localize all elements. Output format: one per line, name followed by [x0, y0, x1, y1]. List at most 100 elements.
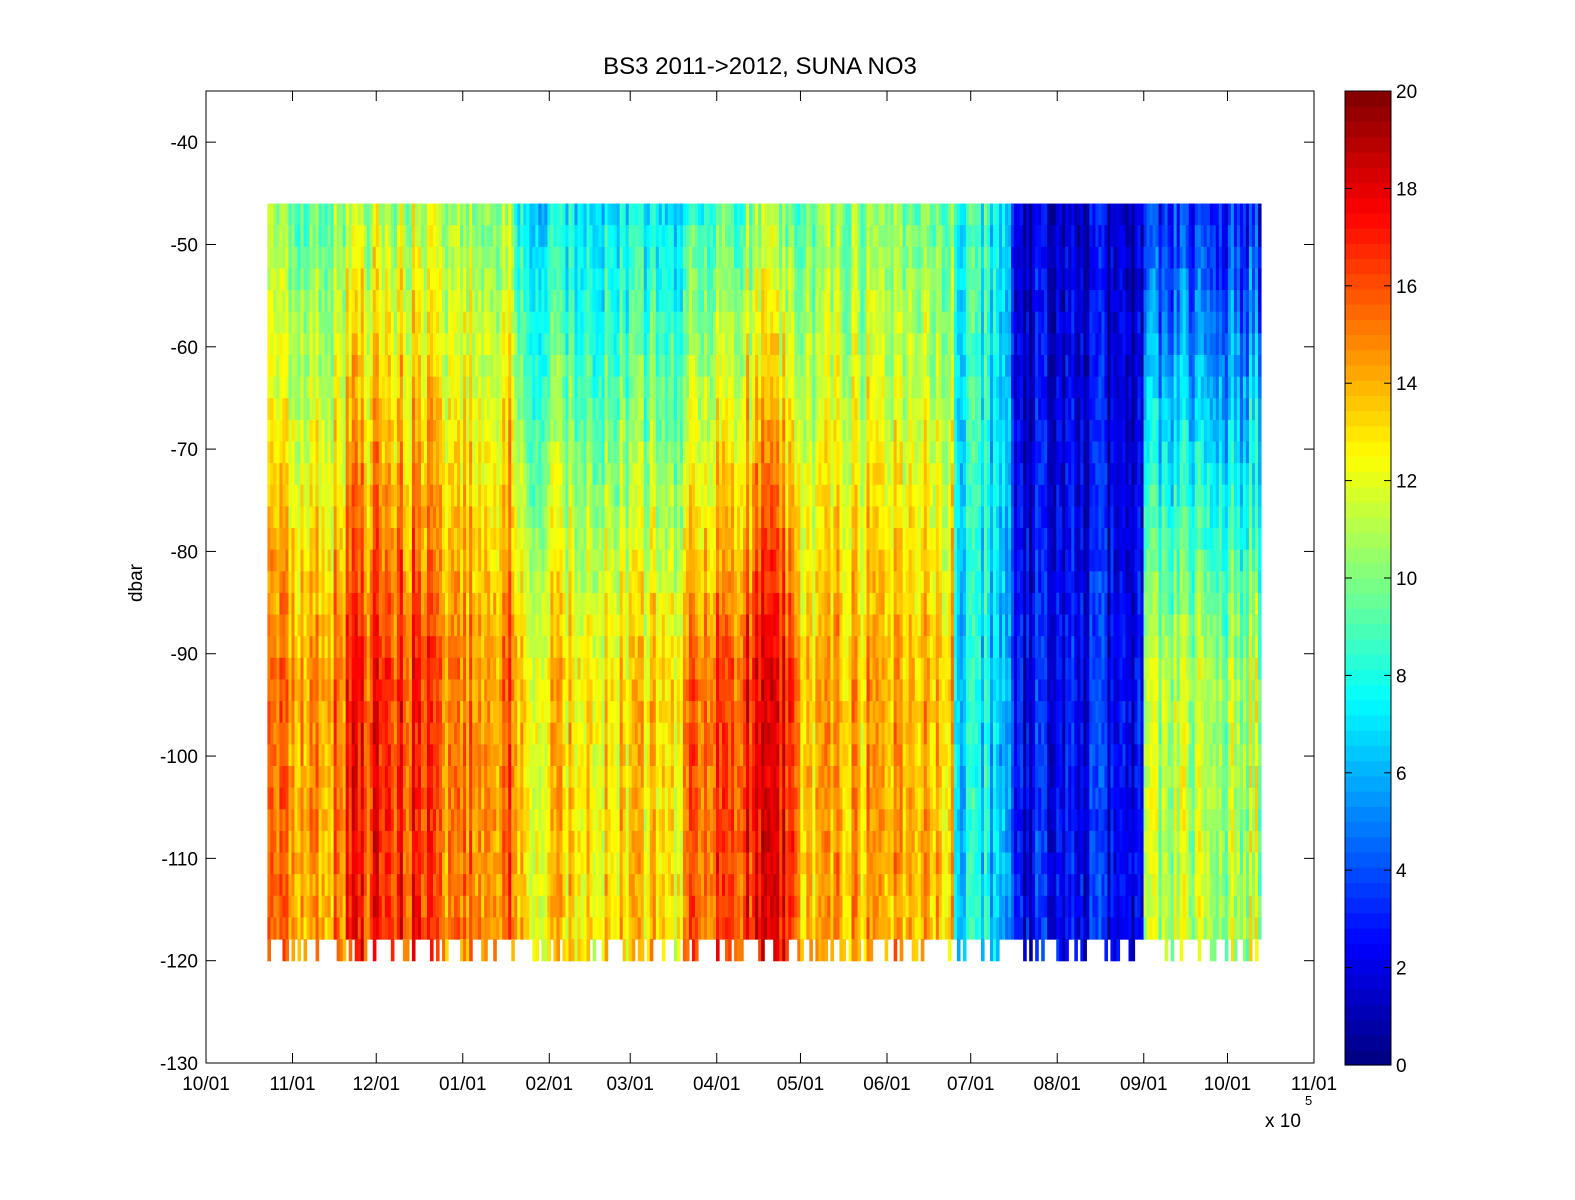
heatmap-cell: [610, 874, 615, 897]
heatmap-cell: [282, 722, 287, 745]
heatmap-cell: [267, 376, 272, 399]
heatmap-cell: [607, 203, 612, 226]
heatmap-cell: [369, 722, 374, 745]
heatmap-cell: [544, 895, 549, 919]
heatmap-cell: [493, 528, 497, 551]
heatmap-cell: [541, 571, 545, 594]
heatmap-cell: [454, 657, 458, 681]
heatmap-cell: [330, 787, 335, 810]
heatmap-cell: [631, 679, 636, 702]
heatmap-cell: [565, 895, 570, 919]
heatmap-cell: [640, 765, 645, 789]
heatmap-cell: [363, 290, 368, 313]
heatmap-cell: [387, 463, 392, 486]
heatmap-cell: [661, 290, 666, 313]
heatmap-cell: [475, 744, 479, 767]
heatmap-cell: [628, 765, 633, 789]
heatmap-cell: [433, 203, 437, 226]
heatmap-cell: [475, 722, 479, 745]
heatmap-cell: [511, 246, 515, 270]
heatmap-cell: [451, 311, 455, 334]
heatmap-cell: [270, 441, 275, 464]
heatmap-cell: [417, 874, 422, 897]
heatmap-cell: [309, 917, 314, 940]
heatmap-cell: [291, 398, 296, 421]
heatmap-cell: [490, 895, 494, 919]
heatmap-cell: [607, 571, 612, 594]
heatmap-cell: [628, 614, 633, 637]
heatmap-cell: [276, 549, 281, 572]
heatmap-cell: [574, 830, 579, 854]
heatmap-cell: [586, 809, 591, 832]
heatmap-cell: [514, 895, 518, 919]
heatmap-cell: [541, 441, 545, 464]
heatmap-cell: [514, 874, 518, 897]
heatmap-cell: [556, 571, 561, 594]
heatmap-cell: [583, 830, 588, 854]
heatmap-cell: [547, 679, 552, 702]
heatmap-cell: [417, 744, 422, 767]
heatmap-cell: [457, 571, 461, 594]
heatmap-cell: [384, 657, 389, 681]
heatmap-cell: [481, 679, 485, 702]
heatmap-cell: [670, 463, 675, 486]
heatmap-cell: [390, 333, 395, 356]
heatmap-cell: [375, 463, 380, 486]
heatmap-cell: [586, 614, 591, 637]
heatmap-cell: [475, 592, 479, 616]
heatmap-cell: [354, 874, 359, 897]
heatmap-cell: [580, 657, 585, 681]
heatmap-cell: [532, 636, 536, 659]
heatmap-cell: [433, 549, 437, 572]
heatmap-cell: [469, 614, 473, 637]
heatmap-cell: [378, 765, 383, 789]
heatmap-cell: [622, 809, 627, 832]
heatmap-cell: [375, 376, 380, 399]
heatmap-cell: [589, 809, 594, 832]
heatmap-cell: [682, 528, 687, 551]
heatmap-cell: [387, 679, 392, 702]
heatmap-cell: [405, 441, 410, 464]
heatmap-cell: [442, 506, 446, 529]
heatmap-cell: [529, 398, 533, 421]
heatmap-cell: [535, 354, 539, 378]
heatmap-cell: [469, 722, 473, 745]
heatmap-cell: [574, 203, 579, 226]
heatmap-cell: [354, 398, 359, 421]
heatmap-cell: [351, 311, 356, 334]
heatmap-cell: [384, 203, 389, 226]
heatmap-cell: [327, 419, 332, 443]
heatmap-cell: [595, 852, 600, 875]
heatmap-cell: [598, 333, 603, 356]
heatmap-cell: [393, 657, 398, 681]
heatmap-cell: [679, 809, 684, 832]
heatmap-cell: [312, 333, 317, 356]
heatmap-cell: [496, 895, 500, 919]
heatmap-cell: [661, 701, 666, 724]
heatmap-cell: [402, 528, 407, 551]
heatmap-cell: [300, 484, 305, 507]
heatmap-cell: [505, 744, 509, 767]
heatmap-cell: [607, 463, 612, 486]
heatmap-cell: [547, 592, 552, 616]
heatmap-cell: [414, 484, 419, 507]
heatmap-cell: [417, 809, 422, 832]
heatmap-cell: [387, 441, 392, 464]
heatmap-cell: [667, 268, 672, 291]
heatmap-cell: [574, 441, 579, 464]
heatmap-cell: [267, 765, 272, 789]
heatmap-cell: [571, 657, 576, 681]
heatmap-cell: [433, 506, 437, 529]
heatmap-cell: [640, 311, 645, 334]
heatmap-cell: [592, 225, 597, 248]
heatmap-cell: [357, 333, 362, 356]
heatmap-cell: [538, 657, 542, 681]
heatmap-cell: [472, 290, 476, 313]
heatmap-cell: [414, 874, 419, 897]
heatmap-cell: [375, 722, 380, 745]
heatmap-cell: [312, 614, 317, 637]
heatmap-cell: [463, 225, 467, 248]
heatmap-cell: [475, 549, 479, 572]
heatmap-cell: [496, 874, 500, 897]
heatmap-cell: [303, 484, 308, 507]
